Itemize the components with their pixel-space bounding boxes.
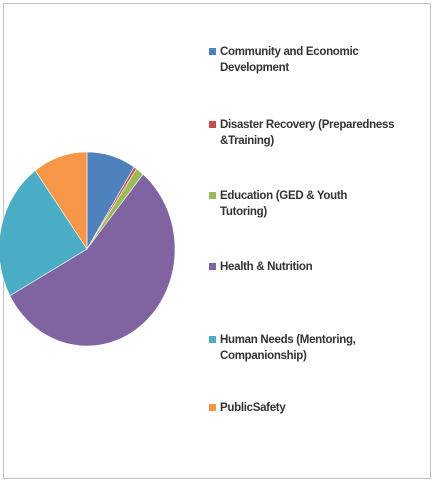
legend-item: Health & Nutrition	[209, 259, 313, 275]
legend-item: Human Needs (Mentoring, Companionship)	[209, 332, 356, 364]
legend-label: Disaster Recovery (Preparedness &Training…	[220, 119, 395, 147]
legend-label: Health & Nutrition	[220, 261, 313, 273]
legend-swatch	[209, 192, 216, 199]
pie-slice	[34, 151, 88, 251]
legend-item: PublicSafety	[209, 400, 286, 416]
legend-swatch	[209, 263, 216, 270]
legend-label: PublicSafety	[220, 402, 286, 414]
legend-label: Education (GED & Youth Tutoring)	[220, 190, 348, 218]
legend-item: Community and Economic Development	[209, 44, 359, 76]
chart-legend: Community and Economic Development Disast…	[209, 0, 429, 485]
legend-item: Disaster Recovery (Preparedness &Training…	[209, 117, 394, 149]
legend-item: Education (GED & Youth Tutoring)	[209, 188, 347, 220]
pie-slice	[9, 173, 176, 347]
legend-swatch	[209, 121, 216, 128]
legend-swatch	[209, 404, 216, 411]
legend-label: Human Needs (Mentoring, Companionship)	[220, 334, 356, 362]
legend-label: Community and Economic Development	[220, 46, 359, 74]
pie-slice	[0, 170, 88, 297]
legend-swatch	[209, 336, 216, 343]
legend-swatch	[209, 48, 216, 55]
